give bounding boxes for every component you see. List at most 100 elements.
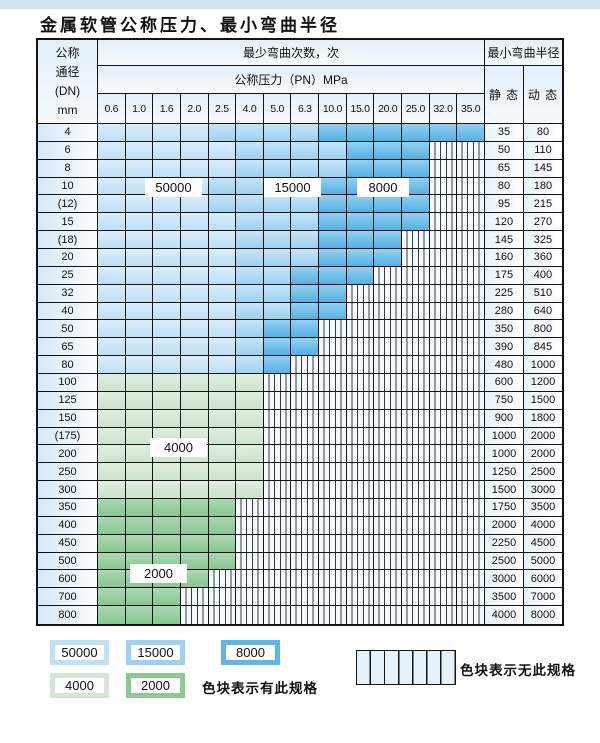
zone-cell (457, 159, 485, 178)
zone-cell (319, 231, 347, 249)
zone-cell (374, 552, 403, 571)
zone-cell (263, 534, 292, 553)
zone-cell (374, 195, 403, 214)
zone-cell (346, 570, 375, 589)
zone-label-8000: 8000 (357, 178, 409, 197)
zone-cell (402, 266, 430, 285)
zone-cell (374, 302, 403, 321)
zone-cell (153, 499, 181, 517)
zone-cell (208, 213, 237, 232)
zone-cell (180, 516, 209, 535)
static-cell: 350 (484, 320, 524, 339)
zone-cell (319, 213, 347, 232)
zone-cell (319, 588, 347, 607)
dynamic-cell: 845 (523, 338, 562, 357)
zone-cell (236, 320, 264, 339)
dynamic-cell: 145 (523, 159, 562, 178)
zone-cell (125, 266, 154, 285)
zone-cell (236, 356, 264, 374)
dynamic-cell: 110 (523, 141, 562, 160)
zone-cell (402, 481, 430, 499)
zone-cell (291, 409, 320, 428)
zone-cell (263, 266, 292, 285)
zone-cell (208, 463, 237, 482)
zone-cell (263, 516, 292, 535)
zone-cell (153, 284, 181, 303)
zone-cell (125, 481, 154, 499)
zone-cell (457, 249, 485, 267)
zone-cell (263, 356, 292, 374)
zone-cell (402, 195, 430, 214)
zone-cell (346, 391, 375, 410)
static-cell: 2000 (484, 516, 524, 535)
zone-cell (346, 302, 375, 321)
zone-cell (98, 284, 126, 303)
zone-cell (125, 141, 154, 160)
dynamic-cell: 1800 (523, 409, 562, 428)
zone-cell (180, 284, 209, 303)
zone-cell (263, 570, 292, 589)
zone-cell (153, 391, 181, 410)
static-cell: 95 (484, 195, 524, 214)
zone-cell (346, 213, 375, 232)
zone-cell (374, 159, 403, 178)
zone-cell (208, 177, 237, 196)
zone-cell (457, 570, 485, 589)
zone-cell (346, 606, 375, 624)
zone-cell (98, 159, 126, 178)
zone-cell (236, 124, 264, 142)
zone-cell (457, 499, 485, 517)
zone-cell (319, 499, 347, 517)
zone-cell (319, 606, 347, 624)
zone-cell (236, 409, 264, 428)
zone-cell (153, 231, 181, 249)
zone-cell (457, 231, 485, 249)
zone-cell (291, 534, 320, 553)
zone-cell (457, 320, 485, 339)
zone-cell (208, 445, 237, 464)
legend-no-spec-swatch (356, 650, 456, 685)
zone-cell (319, 302, 347, 321)
zone-cell (346, 499, 375, 517)
zone-cell (125, 463, 154, 482)
zone-cell (236, 516, 264, 535)
zone-cell (319, 338, 347, 357)
pressure-header-cell: 10.0 (319, 94, 347, 124)
zone-cell (291, 445, 320, 464)
zone-cell (98, 356, 126, 374)
dynamic-cell: 180 (523, 177, 562, 196)
static-cell: 225 (484, 284, 524, 303)
zone-cell (180, 231, 209, 249)
zone-cell (125, 409, 154, 428)
zone-cell (346, 552, 375, 571)
static-cell: 480 (484, 356, 524, 374)
zone-cell (180, 141, 209, 160)
zone-cell (125, 516, 154, 535)
zone-cell (180, 588, 209, 607)
legend-swatch-15000: 15000 (126, 640, 185, 665)
zone-cell (98, 338, 126, 357)
zone-cell (291, 570, 320, 589)
zone-cell (98, 481, 126, 499)
top-accent-strip (0, 0, 600, 9)
zone-cell (346, 124, 375, 142)
dn-cell: 500 (38, 552, 98, 571)
zone-cell (263, 374, 292, 392)
zone-cell (180, 338, 209, 357)
static-cell: 3000 (484, 570, 524, 589)
zone-cell (346, 195, 375, 214)
zone-cell (180, 570, 209, 589)
dn-cell: 450 (38, 534, 98, 553)
static-cell: 35 (484, 124, 524, 142)
zone-cell (457, 213, 485, 232)
zone-cell (374, 534, 403, 553)
zone-cell (153, 141, 181, 160)
zone-cell (263, 463, 292, 482)
zone-cell (236, 606, 264, 624)
zone-label-50000: 50000 (145, 178, 202, 197)
dynamic-cell: 1000 (523, 356, 562, 374)
dynamic-cell: 4500 (523, 534, 562, 553)
zone-cell (429, 284, 458, 303)
zone-cell (180, 552, 209, 571)
zone-cell (457, 481, 485, 499)
